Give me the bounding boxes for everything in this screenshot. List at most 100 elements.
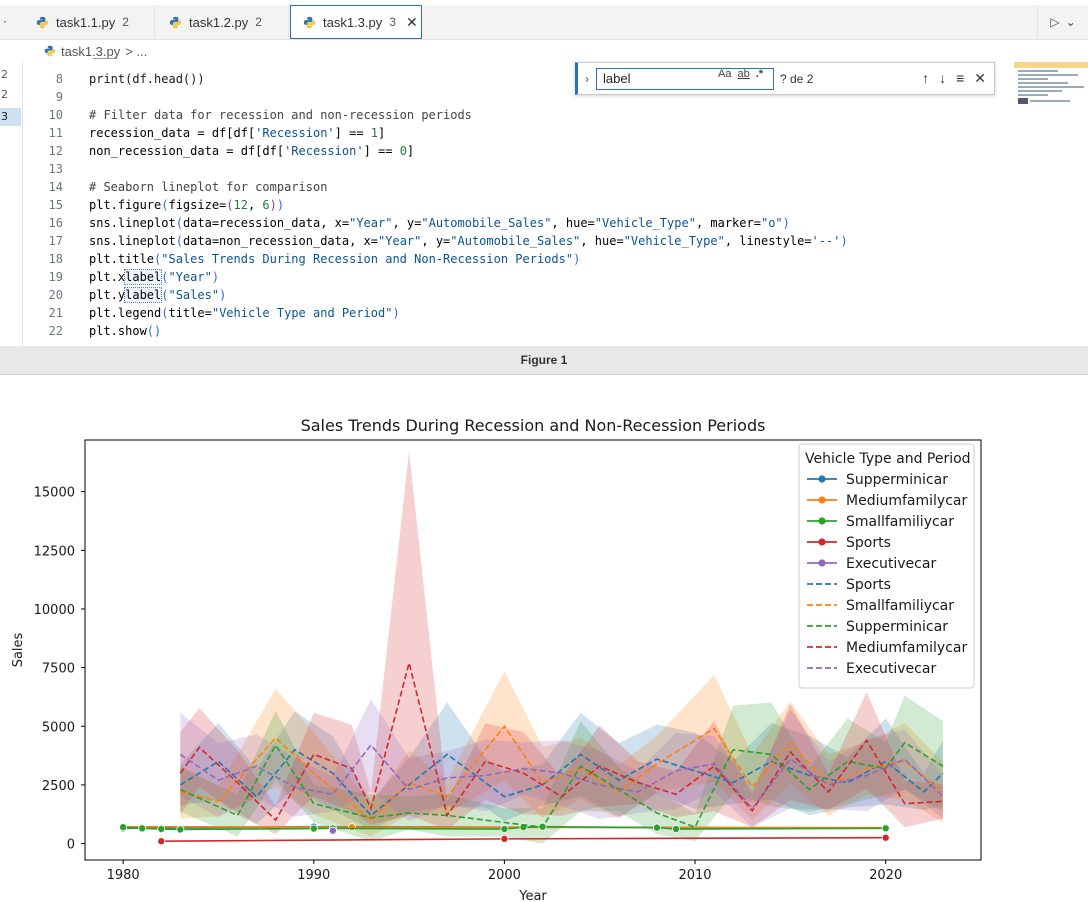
data-point: [309, 824, 318, 833]
legend-entry: Mediumfamilycar: [846, 640, 967, 656]
data-point: [500, 834, 509, 843]
legend-entry: Smallfamiliycar: [846, 514, 954, 530]
explorer-gutter: 2 2 3: [0, 62, 23, 346]
tab-overflow-dot: ·: [3, 15, 7, 29]
confidence-band: [180, 702, 943, 830]
find-in-selection-icon[interactable]: ≡: [956, 70, 965, 86]
breadcrumb-file[interactable]: task1.3.py: [61, 43, 121, 59]
python-file-icon: [303, 16, 316, 28]
close-find-icon[interactable]: ✕: [974, 70, 986, 86]
legend-box: [798, 443, 975, 689]
tab-task1-3[interactable]: task1.3.py 3 ✕: [290, 5, 422, 39]
minimap[interactable]: [1014, 62, 1088, 122]
breadcrumb-rest[interactable]: > ...: [125, 43, 148, 59]
legend-marker: [818, 496, 826, 504]
x-tick-label: 2020: [869, 868, 902, 883]
data-point: [652, 823, 661, 832]
code-line: 14 # Seaborn lineplot for comparison: [48, 180, 328, 194]
tab-label: task1.1.py: [56, 14, 116, 30]
x-tick-label: 2000: [488, 868, 521, 883]
series-line: [180, 724, 944, 822]
run-icon[interactable]: ▷: [1050, 15, 1060, 29]
tab-task1-1[interactable]: task1.1.py 2: [22, 5, 155, 39]
legend-marker: [818, 559, 826, 567]
legend-marker: [818, 517, 826, 525]
code-line: 17 sns.lineplot(data=non_recession_data, …: [48, 234, 848, 248]
y-tick-label: 15000: [34, 486, 75, 501]
data-point: [157, 837, 166, 846]
y-tick-label: 7500: [42, 662, 75, 677]
series-line: [179, 743, 944, 810]
match-case-toggle[interactable]: Aa: [718, 68, 732, 80]
legend-entry: Executivecar: [846, 661, 936, 677]
code-line: 8 print(df.head()): [55, 72, 205, 86]
line-chart: Sales Trends During Recession and Non-Re…: [11, 416, 982, 902]
code-line: 19 plt.xlabel("Year"): [48, 269, 220, 285]
legend-entry: Supperminicar: [846, 619, 948, 635]
legend-entry: Sports: [846, 535, 891, 551]
series-lines: [119, 662, 944, 846]
series-line: [179, 748, 944, 817]
y-tick-label: 2500: [42, 779, 75, 794]
gutter-marker: 2: [1, 88, 8, 101]
x-tick-label: 1980: [107, 868, 140, 883]
find-result-count: ? de 2: [780, 71, 814, 86]
gutter-marker: 2: [1, 68, 8, 81]
legend-entry: Sports: [846, 577, 891, 593]
data-point: [138, 824, 147, 833]
code-line: 13: [48, 162, 63, 176]
code-line: 10 # Filter data for recession and non-re…: [48, 108, 472, 122]
run-dropdown-chevron-icon[interactable]: ⌄: [1065, 15, 1076, 29]
previous-match-arrow-up-icon[interactable]: ↑: [922, 70, 930, 86]
x-axis: 1980 1990 2000 2010 2020: [107, 860, 902, 883]
code-line: 9: [55, 90, 63, 104]
data-point: [119, 823, 128, 832]
data-point: [500, 825, 509, 834]
y-tick-label: 12500: [34, 544, 75, 559]
next-match-arrow-down-icon[interactable]: ↓: [939, 70, 947, 86]
toggle-replace-chevron-icon[interactable]: ›: [585, 71, 589, 86]
gutter-marker-selected: 3: [0, 108, 21, 126]
tab-label: task1.2.py: [189, 14, 249, 30]
plot-frame: [84, 439, 982, 861]
python-file-icon: [44, 45, 56, 57]
code-line: 12 non_recession_data = df[df['Recession'…: [48, 144, 415, 158]
code-line: 20 plt.ylabel("Sales"): [48, 287, 227, 303]
data-point: [328, 826, 337, 835]
data-point: [671, 825, 680, 834]
code-line: 18 plt.title("Sales Trends During Recessi…: [48, 252, 581, 266]
y-tick-label: 5000: [42, 720, 75, 735]
code-editor: · task1.1.py 2 task1.2.py 2 task1.3.py 3: [0, 0, 1088, 346]
legend-marker: [818, 538, 826, 546]
python-file-icon: [36, 16, 49, 28]
legend-title: Vehicle Type and Period: [805, 451, 971, 467]
data-point: [347, 823, 356, 832]
find-widget: › label Aa ab .* ? de 2 ↑ ↓ ≡ ✕: [575, 62, 995, 95]
y-axis: 0 2500 5000 7500 10000 12500 15000: [34, 486, 85, 853]
code-line: 11 recession_data = df[df['Recession'] ==…: [48, 126, 386, 140]
data-point: [157, 825, 166, 834]
legend-entry: Executivecar: [846, 556, 936, 572]
code-area[interactable]: 8 print(df.head()) 9 10 # Filter data for …: [23, 58, 1088, 346]
code-line: 16 sns.lineplot(data=recession_data, x="Y…: [48, 216, 790, 230]
chart-title: Sales Trends During Recession and Non-Re…: [301, 416, 766, 435]
code-line: 22 plt.show(): [48, 324, 162, 338]
confidence-band: [180, 671, 943, 837]
confidence-band: [180, 451, 943, 835]
problem-count-badge: 2: [255, 15, 262, 29]
editor-tab-bar: · task1.1.py 2 task1.2.py 2 task1.3.py 3: [0, 5, 1088, 40]
series-line: [161, 836, 886, 843]
legend-entry: Supperminicar: [846, 472, 948, 488]
find-input[interactable]: label: [596, 67, 774, 90]
python-file-icon: [169, 16, 182, 28]
close-tab-icon[interactable]: ✕: [405, 13, 418, 30]
y-tick-label: 0: [67, 838, 75, 853]
match-whole-word-toggle[interactable]: ab: [737, 68, 750, 80]
y-tick-label: 10000: [34, 603, 75, 618]
find-options: Aa ab .*: [718, 68, 763, 80]
x-tick-label: 2010: [678, 868, 711, 883]
use-regex-toggle[interactable]: .*: [755, 68, 764, 80]
legend: Vehicle Type and Period Supperminicar Medi…: [798, 443, 975, 689]
data-point: [176, 825, 185, 834]
tab-task1-2[interactable]: task1.2.py 2: [155, 5, 289, 39]
